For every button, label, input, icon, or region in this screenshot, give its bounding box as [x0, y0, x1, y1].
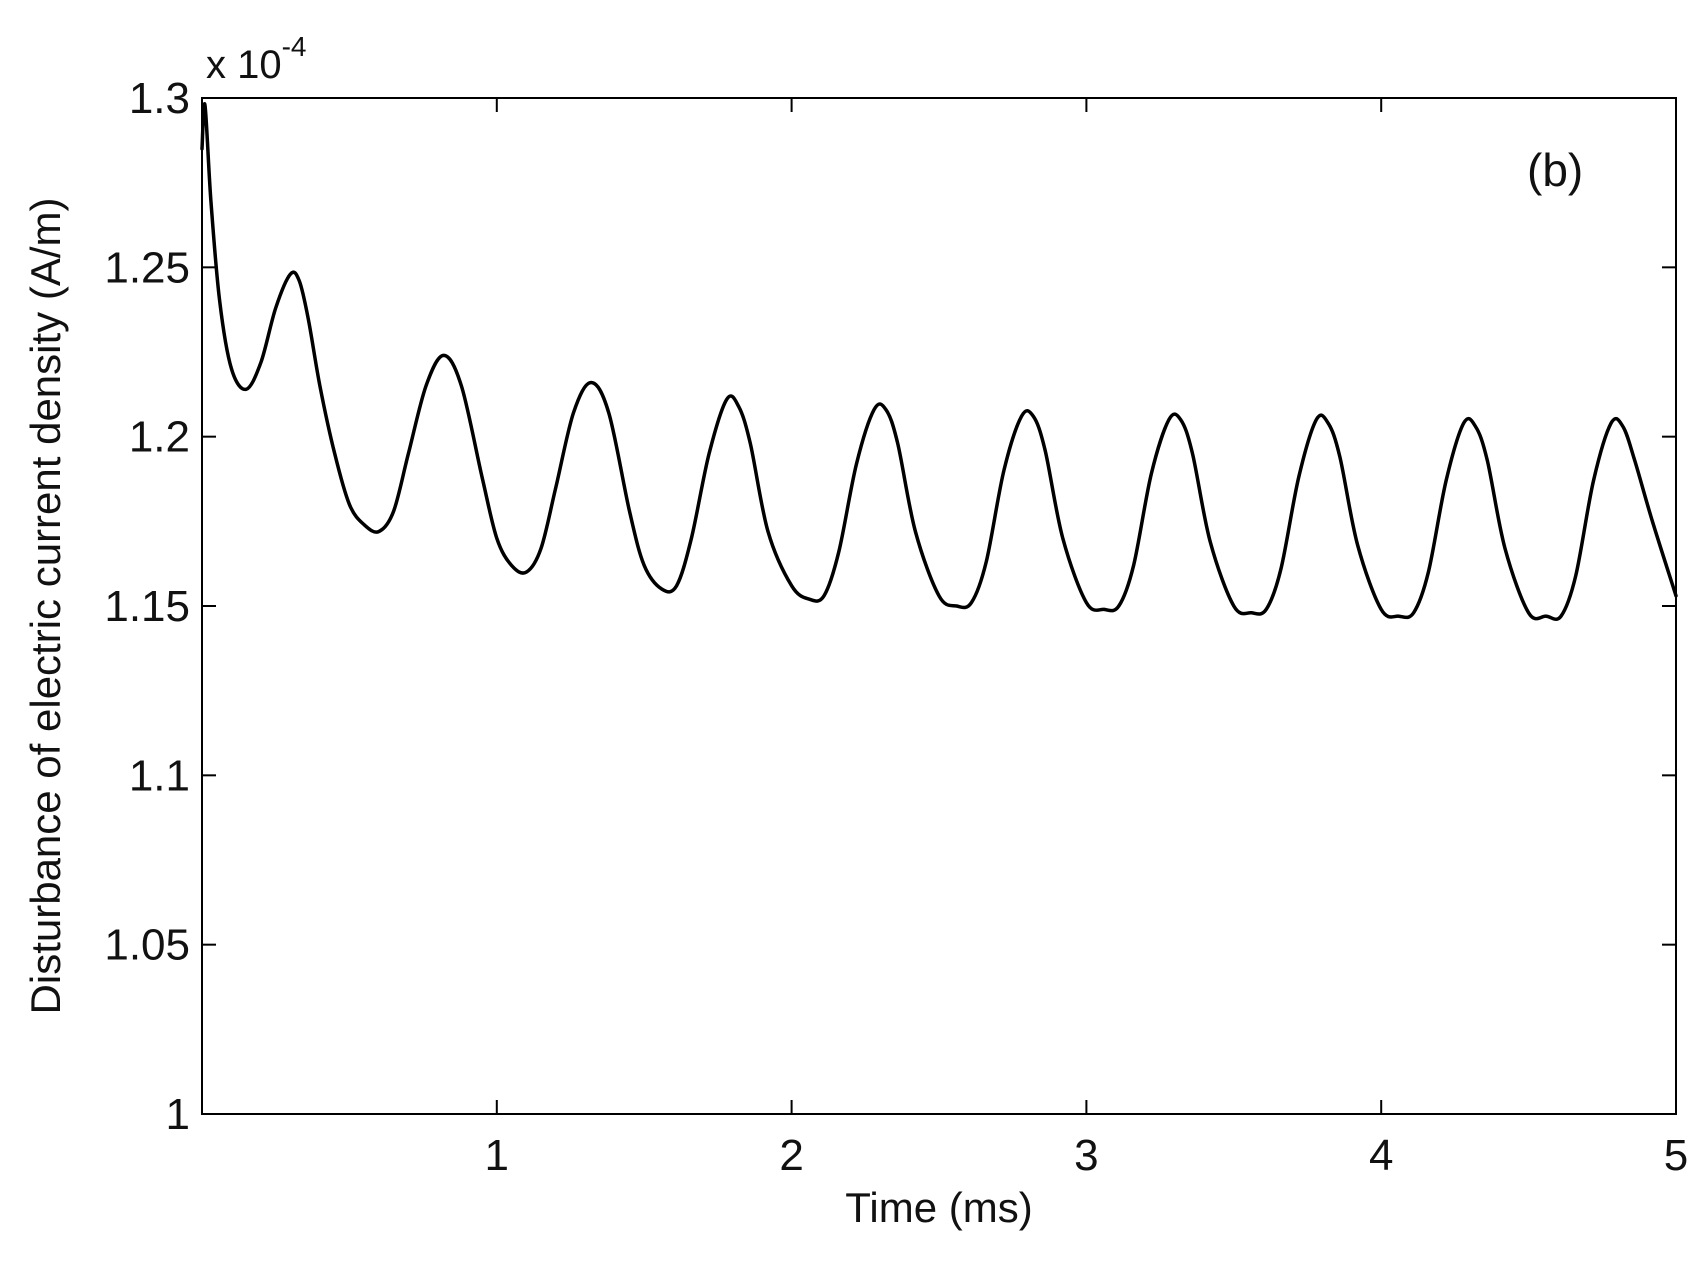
- y-axis-ticks: 1 1.05 1.1 1.15 1.2 1.25 1.3: [104, 74, 1676, 1139]
- x-tick-label: 4: [1369, 1131, 1393, 1180]
- y-tick-label: 1: [166, 1090, 190, 1139]
- y-tick-label: 1.05: [104, 921, 190, 970]
- y-tick-label: 1.15: [104, 582, 190, 631]
- y-tick-label: 1.3: [129, 74, 190, 123]
- y-tick-label: 1.2: [129, 413, 190, 462]
- y-multiplier-exponent: -4: [282, 31, 307, 62]
- y-multiplier-base: x 10: [206, 43, 282, 87]
- series-layer: [200, 102, 1678, 622]
- plot-area: [201, 97, 1677, 1115]
- series-line: [200, 102, 1678, 622]
- y-axis-title: Disturbance of electric current density …: [22, 198, 69, 1015]
- y-tick-label: 1.1: [129, 751, 190, 800]
- panel-annotation: (b): [1527, 144, 1583, 196]
- x-tick-label: 3: [1074, 1131, 1098, 1180]
- x-axis-ticks: 1 2 3 4 5: [485, 98, 1688, 1180]
- y-axis-multiplier: x 10-4: [206, 31, 307, 87]
- y-tick-label: 1.25: [104, 243, 190, 292]
- x-tick-label: 2: [779, 1131, 803, 1180]
- x-tick-label: 5: [1664, 1131, 1688, 1180]
- x-axis-title: Time (ms): [845, 1184, 1032, 1231]
- x-tick-label: 1: [485, 1131, 509, 1180]
